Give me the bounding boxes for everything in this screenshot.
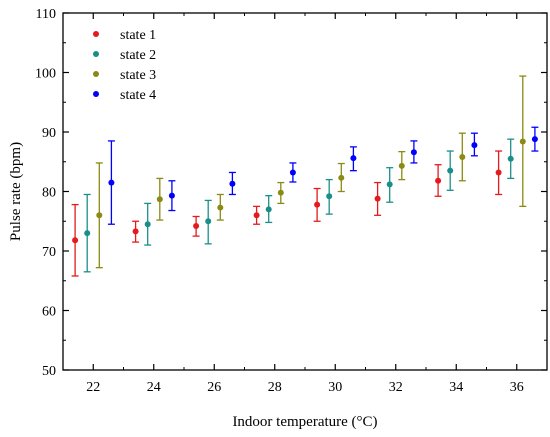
x-axis-label: Indoor temperature (°C)	[232, 414, 377, 430]
y-axis-label: Pulse rate (bpm)	[8, 142, 24, 241]
data-point	[314, 201, 321, 208]
data-point	[386, 181, 393, 188]
series-4	[107, 126, 539, 225]
series-2	[83, 138, 515, 273]
y-tick-label: 60	[42, 305, 56, 320]
data-point	[277, 189, 284, 196]
data-point	[205, 218, 212, 225]
data-point	[72, 237, 79, 244]
data-point	[217, 204, 224, 211]
chart-marks	[71, 75, 539, 277]
plot-frame	[62, 12, 548, 371]
data-point	[144, 221, 151, 228]
data-point	[519, 138, 526, 145]
data-point	[229, 180, 236, 187]
y-tick-label: 90	[42, 126, 56, 141]
data-point	[447, 167, 454, 174]
data-point	[435, 177, 442, 184]
data-point	[338, 174, 345, 181]
data-point	[96, 212, 103, 219]
x-tick-label: 34	[449, 380, 463, 395]
series-1	[71, 150, 503, 277]
legend-marker	[93, 71, 99, 77]
x-tick-label: 28	[268, 380, 282, 395]
data-point	[168, 192, 175, 199]
y-tick-label: 70	[42, 245, 56, 260]
data-point	[156, 196, 163, 203]
x-tick-label: 26	[207, 380, 221, 395]
x-tick-label: 30	[328, 380, 342, 395]
legend-label: state 2	[120, 48, 156, 63]
legend-marker	[93, 51, 99, 57]
data-point	[495, 169, 502, 176]
x-tick-label: 32	[389, 380, 403, 395]
data-point	[132, 228, 139, 235]
x-tick-label: 24	[147, 380, 161, 395]
legend-marker	[93, 91, 99, 97]
data-point	[471, 142, 478, 149]
legend: state 1 state 2 state 3 state 4	[93, 28, 156, 103]
series-3	[95, 75, 527, 269]
data-point	[374, 195, 381, 202]
data-point	[84, 230, 91, 237]
x-tick-label: 22	[86, 380, 100, 395]
data-point	[108, 179, 115, 186]
data-point	[253, 212, 260, 219]
y-tick-label: 100	[35, 67, 56, 82]
legend-marker	[93, 31, 99, 37]
data-point	[459, 153, 466, 160]
data-point	[193, 223, 200, 230]
legend-label: state 4	[120, 88, 156, 103]
x-tick-label: 36	[510, 380, 524, 395]
axes: 22 24 26 28 30 32 34 36 50 60 70 80 90 100 110	[35, 7, 548, 395]
data-point	[531, 136, 538, 143]
data-point	[326, 193, 333, 200]
data-point	[410, 149, 417, 156]
data-point	[398, 162, 405, 169]
legend-label: state 3	[120, 68, 156, 83]
data-point	[265, 206, 272, 213]
y-tick-label: 80	[42, 186, 56, 201]
y-tick-label: 110	[36, 7, 56, 22]
data-point	[507, 155, 514, 162]
data-point	[289, 169, 296, 176]
y-tick-label: 50	[42, 364, 56, 379]
data-point	[350, 155, 357, 162]
legend-label: state 1	[120, 28, 156, 43]
